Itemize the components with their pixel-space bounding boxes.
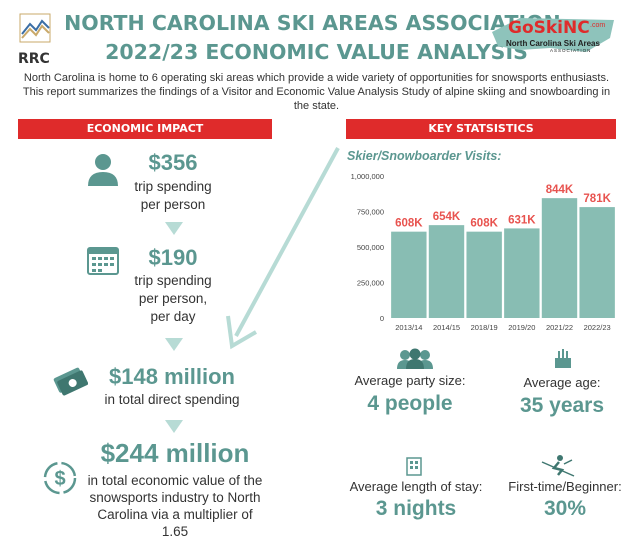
bar-data-label: 844K — [546, 184, 574, 196]
economic-value-amount: $244 million — [100, 438, 250, 468]
party-size-value: 4 people — [367, 392, 453, 415]
party-size-label: Average party size: — [354, 373, 466, 388]
calendar-icon — [87, 247, 119, 275]
y-tick-label: 0 — [380, 314, 384, 323]
length-of-stay-value: 3 nights — [375, 497, 457, 520]
bar — [428, 225, 465, 318]
economic-impact-banner: ECONOMIC IMPACT — [18, 119, 272, 139]
daily-spending-desc2: per person, — [138, 291, 208, 306]
trip-spending-desc2: per person — [140, 197, 206, 212]
bar — [579, 207, 615, 318]
page-title-line1: NORTH CAROLINA SKI AREAS ASSOCIATION: — [64, 11, 569, 35]
mountain-logo-icon — [19, 13, 51, 43]
y-tick-label: 250,000 — [357, 279, 384, 288]
arrow-down-icon — [165, 420, 183, 433]
y-tick-label: 750,000 — [357, 208, 384, 217]
first-time-value: 30% — [543, 497, 587, 520]
money-icon — [53, 367, 88, 396]
nc-map-icon — [492, 18, 614, 52]
visits-bar-chart: 0 250,000 500,000 750,000 1,000,000 608K 2013/… — [351, 172, 615, 332]
age-icon — [555, 349, 571, 368]
goskinc-logo: GoSkiNC .com North Carolina Ski Areas AS… — [490, 12, 618, 56]
rrc-logo-text: RRC — [18, 51, 50, 67]
x-tick-label: 2014/15 — [433, 323, 460, 332]
y-tick-label: 1,000,000 — [351, 172, 384, 181]
average-age-label: Average age: — [523, 375, 601, 390]
bar — [391, 231, 427, 318]
bar — [466, 231, 502, 318]
arrow-down-icon — [165, 222, 183, 235]
bar-data-label: 654K — [433, 211, 461, 223]
person-icon — [88, 154, 118, 186]
y-tick-label: 500,000 — [357, 243, 384, 252]
x-tick-label: 2019/20 — [508, 323, 535, 332]
daily-spending-desc1: trip spending — [134, 273, 212, 288]
daily-spending-value: $190 — [148, 245, 198, 270]
economic-value-desc3: Carolina via a multiplier of — [97, 507, 253, 522]
x-tick-label: 2018/19 — [471, 323, 498, 332]
length-of-stay-label: Average length of stay: — [349, 479, 483, 494]
rrc-logo: RRC — [18, 12, 58, 67]
page-title-line2: 2022/23 ECONOMIC VALUE ANALYSIS — [105, 40, 528, 64]
x-tick-label: 2022/23 — [584, 323, 611, 332]
direct-spending-value: $148 million — [109, 364, 235, 389]
goskinc-assoc: ASSOCIATION — [550, 48, 592, 53]
x-tick-label: 2013/14 — [395, 323, 422, 332]
key-statistics-banner: KEY STATSISTICS — [346, 119, 616, 139]
economic-value-desc4: 1.65 — [161, 524, 189, 539]
bar — [504, 228, 540, 318]
direct-spending-desc1: in total direct spending — [104, 392, 240, 407]
bar-data-label: 781K — [583, 193, 611, 205]
chart-title: Skier/Snowboarder Visits: — [347, 149, 502, 163]
hotel-icon — [406, 457, 422, 476]
svg-text:$: $ — [54, 468, 65, 490]
x-tick-label: 2021/22 — [546, 323, 573, 332]
group-icon — [397, 348, 433, 369]
dollar-cycle-icon: $ — [43, 461, 77, 495]
bar-data-label: 631K — [508, 214, 536, 226]
connector-arrow — [226, 147, 340, 350]
goskinc-com: .com — [590, 22, 606, 29]
arrow-down-icon — [165, 338, 183, 351]
trip-spending-value: $356 — [148, 150, 198, 175]
average-age-value: 35 years — [519, 394, 605, 417]
economic-value-desc1: in total economic value of the — [87, 473, 263, 488]
skier-icon — [541, 455, 575, 477]
economic-value-desc2: snowsports industry to North — [89, 490, 261, 505]
bar-data-label: 608K — [395, 218, 423, 230]
trip-spending-desc1: trip spending — [134, 179, 212, 194]
goskinc-name: GoSkiNC — [508, 18, 590, 38]
first-time-label: First-time/Beginner: — [508, 479, 622, 494]
intro-text: North Carolina is home to 6 operating sk… — [22, 72, 611, 112]
goskinc-sub: North Carolina Ski Areas — [506, 39, 600, 48]
bar-data-label: 608K — [470, 218, 498, 230]
daily-spending-desc3: per day — [150, 309, 196, 324]
bar — [541, 198, 578, 318]
